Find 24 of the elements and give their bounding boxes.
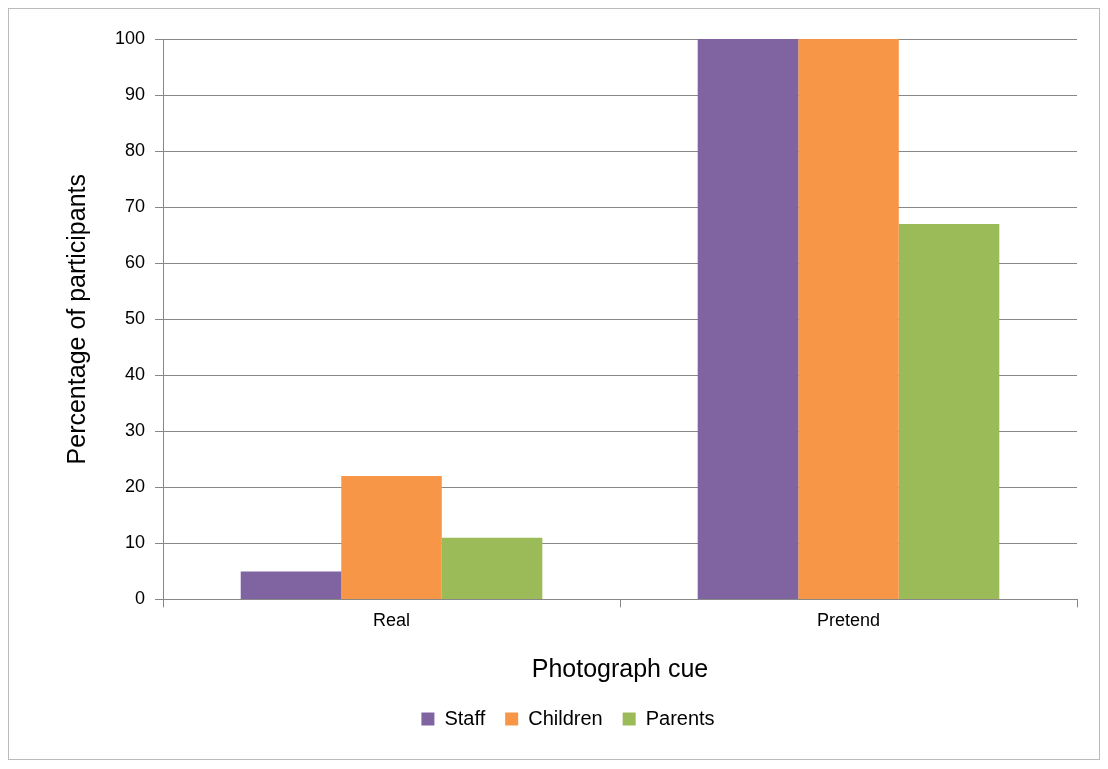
bar (898, 223, 1000, 599)
bar (240, 571, 342, 599)
y-tick-label: 70 (125, 196, 146, 217)
x-tick-label: Real (373, 610, 411, 631)
y-tick-label: 10 (125, 532, 146, 553)
bar (441, 537, 543, 599)
y-tick-label: 50 (125, 308, 146, 329)
y-tick-label: 90 (125, 84, 146, 105)
legend-label: Children (528, 706, 603, 729)
bar (697, 39, 799, 599)
x-axis-title: Photograph cue (531, 653, 709, 682)
bar (798, 39, 899, 599)
legend-label: Parents (645, 706, 715, 729)
y-tick-label: 20 (125, 476, 146, 497)
x-tick-label: Pretend (816, 610, 881, 631)
y-axis-title: Percentage of participants (61, 173, 90, 465)
y-tick-label: 30 (125, 420, 146, 441)
legend-label: Staff (444, 706, 486, 729)
y-tick-label: 40 (125, 364, 146, 385)
y-tick-label: 0 (135, 588, 146, 609)
y-tick-label: 100 (114, 27, 146, 48)
bar (341, 476, 442, 599)
y-tick-label: 60 (125, 252, 146, 273)
y-tick-label: 80 (125, 140, 146, 161)
